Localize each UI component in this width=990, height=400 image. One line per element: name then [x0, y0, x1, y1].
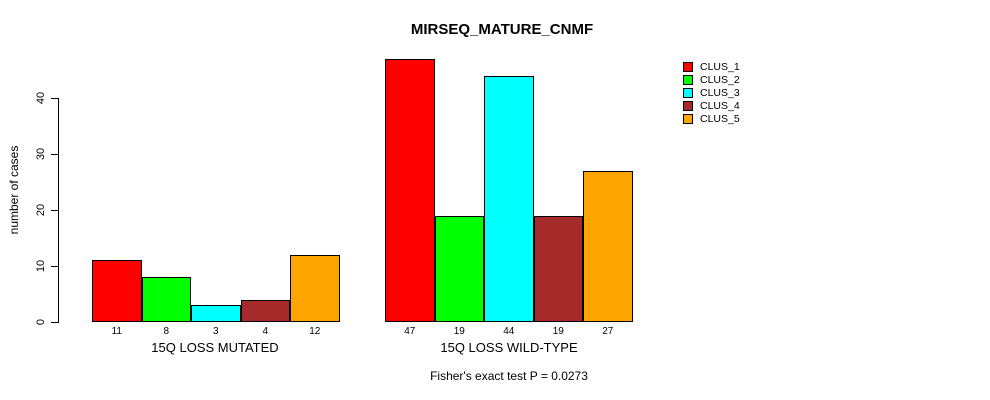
y-tick-label: 0 — [35, 318, 47, 326]
bar-value-label: 8 — [163, 326, 170, 337]
bar-value-label: 12 — [309, 326, 321, 337]
bar-value-label: 19 — [552, 326, 564, 337]
bar-clus_3-group1 — [191, 305, 241, 322]
legend-swatch-icon — [683, 87, 693, 98]
y-tick-label: 30 — [35, 147, 47, 161]
bar-clus_2-group2 — [434, 215, 484, 322]
legend-item-clus_5: CLUS_5 — [683, 112, 740, 125]
bar-clus_4-group2 — [533, 215, 583, 322]
bar-clus_5-group1 — [290, 254, 340, 322]
bar-clus_1-group1 — [92, 260, 142, 322]
legend-item-clus_3: CLUS_3 — [683, 86, 740, 99]
y-tick-mark — [51, 209, 58, 211]
legend-swatch-icon — [683, 113, 693, 124]
y-tick-mark — [51, 265, 58, 267]
y-tick-mark — [51, 321, 58, 323]
bar-clus_5-group2 — [583, 170, 633, 322]
legend-item-clus_2: CLUS_2 — [683, 73, 740, 86]
legend-label: CLUS_3 — [700, 86, 740, 99]
y-axis-label: number of cases — [7, 145, 21, 235]
y-tick-label: 10 — [35, 259, 47, 273]
legend: CLUS_1 CLUS_2 CLUS_3 CLUS_4 CLUS_5 — [683, 60, 740, 125]
y-tick-label: 40 — [35, 91, 47, 105]
legend-swatch-icon — [683, 74, 693, 85]
bar-clus_2-group1 — [141, 277, 191, 322]
legend-label: CLUS_5 — [700, 112, 740, 125]
group-label-mutated: 15Q LOSS MUTATED — [151, 340, 279, 355]
bar-value-label: 44 — [503, 326, 515, 337]
legend-label: CLUS_1 — [700, 60, 740, 73]
y-tick-mark — [51, 153, 58, 155]
legend-label: CLUS_2 — [700, 73, 740, 86]
bar-value-label: 19 — [453, 326, 465, 337]
y-tick-label: 20 — [35, 203, 47, 217]
legend-swatch-icon — [683, 61, 693, 72]
bar-value-label: 4 — [262, 326, 269, 337]
legend-item-clus_4: CLUS_4 — [683, 99, 740, 112]
bar-value-label: 47 — [404, 326, 416, 337]
y-tick-mark — [51, 97, 58, 99]
legend-label: CLUS_4 — [700, 99, 740, 112]
bar-clus_3-group2 — [484, 75, 534, 322]
fisher-test-annotation: Fisher's exact test P = 0.0273 — [430, 369, 588, 383]
bar-clus_4-group1 — [240, 299, 290, 322]
chart-title: MIRSEQ_MATURE_CNMF — [410, 21, 594, 38]
y-axis-line — [58, 98, 59, 323]
bar-value-label: 27 — [602, 326, 614, 337]
group-label-wild-type: 15Q LOSS WILD-TYPE — [440, 340, 578, 355]
bar-clus_1-group2 — [385, 58, 435, 322]
bar-value-label: 11 — [111, 326, 122, 337]
legend-swatch-icon — [683, 100, 693, 111]
legend-item-clus_1: CLUS_1 — [683, 60, 740, 73]
bar-value-label: 3 — [212, 326, 219, 337]
